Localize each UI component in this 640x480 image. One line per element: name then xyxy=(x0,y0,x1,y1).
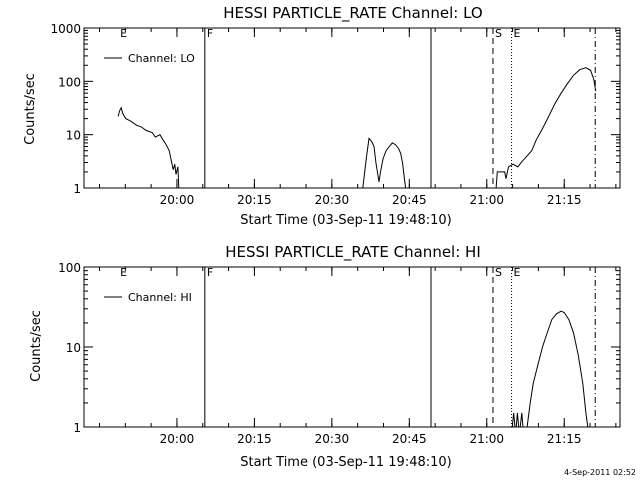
event-marker-label: E xyxy=(514,27,521,40)
x-tick-label: 20:15 xyxy=(237,193,272,207)
x-tick-label: 21:15 xyxy=(547,193,582,207)
y-tick-label: 1 xyxy=(73,421,81,435)
x-tick-label: 20:15 xyxy=(237,432,272,446)
x-tick-label: 20:00 xyxy=(160,193,195,207)
chart-title: HESSI PARTICLE_RATE Channel: HI xyxy=(225,243,481,262)
x-tick-label: 20:30 xyxy=(315,193,350,207)
x-tick-label: 20:45 xyxy=(392,193,427,207)
event-marker-label: S xyxy=(495,27,502,40)
series-line-segment xyxy=(117,106,180,189)
series-line-segment xyxy=(362,137,407,189)
x-tick-label: 21:00 xyxy=(469,432,504,446)
plot-frame xyxy=(83,27,621,189)
y-tick-label: 100 xyxy=(58,261,81,275)
series-line-segment xyxy=(495,67,597,189)
event-marker-label: E xyxy=(120,266,127,279)
legend-label: Channel: HI xyxy=(128,291,192,304)
timestamp: 4-Sep-2011 02:52 xyxy=(564,468,636,477)
event-marker-label: S xyxy=(495,266,502,279)
event-marker-label: F xyxy=(207,266,213,279)
x-tick-label: 20:45 xyxy=(392,432,427,446)
x-tick-label: 21:15 xyxy=(547,432,582,446)
y-tick-label: 100 xyxy=(58,75,81,89)
x-axis-label: Start Time (03-Sep-11 19:48:10) xyxy=(240,455,451,470)
y-tick-label: 1 xyxy=(73,182,81,196)
y-axis-label: Counts/sec xyxy=(23,73,38,145)
x-axis-label: Start Time (03-Sep-11 19:48:10) xyxy=(240,213,451,228)
x-tick-label: 20:00 xyxy=(160,432,195,446)
series-line-segment xyxy=(511,412,524,428)
event-marker-label: F xyxy=(207,27,213,40)
x-tick-label: 20:30 xyxy=(315,432,350,446)
y-axis-label: Counts/sec xyxy=(29,310,44,382)
panel-hi: HESSI PARTICLE_RATE Channel: HI Start Ti… xyxy=(29,243,621,470)
series-line-segment xyxy=(526,310,589,428)
chart-title: HESSI PARTICLE_RATE Channel: LO xyxy=(223,4,482,23)
event-marker-label: E xyxy=(514,266,521,279)
panel-lo: HESSI PARTICLE_RATE Channel: LO Start Ti… xyxy=(23,4,621,228)
legend-label: Channel: LO xyxy=(128,52,195,65)
x-tick-label: 21:00 xyxy=(469,193,504,207)
y-tick-label: 10 xyxy=(66,129,81,143)
y-tick-label: 10 xyxy=(66,341,81,355)
event-marker-label: E xyxy=(120,27,127,40)
y-tick-label: 1000 xyxy=(50,22,81,36)
